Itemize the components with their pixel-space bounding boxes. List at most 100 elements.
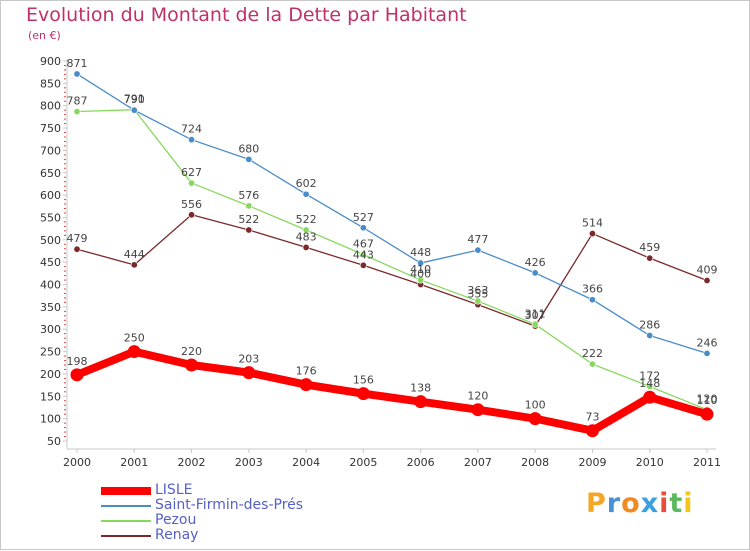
legend: LISLE Saint-Firmin-des-Prés Pezou Renay [101,483,303,543]
y-minor-tick [64,136,66,138]
y-minor-tick [64,386,66,388]
data-point [643,390,657,404]
data-point [130,106,138,114]
y-minor-tick [64,64,66,66]
legend-item-saint-firmin: Saint-Firmin-des-Prés [101,498,303,513]
y-tick-label: 750 [40,122,61,135]
legend-swatch-renay [101,534,151,537]
legend-label-saint-firmin: Saint-Firmin-des-Prés [155,497,304,513]
y-minor-tick [64,91,66,93]
data-point [471,403,485,417]
data-point [245,155,253,163]
y-minor-tick [64,78,66,80]
data-point [299,378,313,392]
data-point [417,259,425,267]
data-point [302,190,310,198]
y-minor-tick [64,163,66,165]
y-minor-tick [64,319,66,321]
chart-unit: (en €) [28,29,61,42]
data-point [646,331,654,339]
data-label: 627 [181,166,202,179]
axes: 50 100 150 200 250 300 350 400 450 500 550 600 650 70… [40,55,721,469]
y-minor-tick [64,252,66,254]
series-lines [73,73,711,435]
x-tick-label: 2001 [120,456,148,469]
data-label: 203 [238,353,259,366]
y-minor-tick [64,333,66,335]
y-minor-tick [64,427,66,429]
data-label: 576 [238,189,259,202]
data-label: 522 [238,213,259,226]
y-minor-tick [64,391,66,393]
legend-item-renay: Renay [101,528,303,543]
series-points [70,70,714,438]
y-minor-tick [64,324,66,326]
y-tick-label: 300 [40,323,61,336]
y-tick-label: 550 [40,211,61,224]
logo-letter: i [683,488,694,519]
data-point [474,297,482,305]
y-minor-tick [64,404,66,406]
logo-letter: x [640,488,660,519]
y-minor-tick [64,181,66,183]
data-point [242,366,256,380]
data-point [359,224,367,232]
y-minor-tick [64,377,66,379]
x-tick-label: 2009 [578,456,606,469]
logo-letter: i [659,488,670,519]
x-tick-label: 2002 [178,456,206,469]
y-minor-tick [64,270,66,272]
y-tick-label: 50 [47,435,61,448]
chart-title: Evolution du Montant de la Dette par Hab… [26,4,467,26]
data-label: 410 [410,263,431,276]
y-tick-label: 850 [40,77,61,90]
y-tick-label: 450 [40,256,61,269]
y-minor-tick [64,203,66,205]
data-label: 514 [582,217,603,230]
data-point [646,382,654,390]
y-minor-tick [64,368,66,370]
data-label: 871 [67,57,88,70]
y-tick-label: 150 [40,390,61,403]
y-minor-tick [64,221,66,223]
y-minor-tick [64,100,66,102]
data-point [414,395,428,409]
data-label: 459 [639,241,660,254]
y-minor-tick [64,132,66,134]
y-minor-tick [64,315,66,317]
data-label: 198 [67,355,88,368]
y-minor-tick [64,248,66,250]
y-minor-tick [64,185,66,187]
data-label: 120 [697,393,718,406]
data-label: 680 [238,142,259,155]
y-tick-label: 800 [40,100,61,113]
y-tick-label: 500 [40,234,61,247]
y-minor-tick [64,355,66,357]
data-label: 246 [697,336,718,349]
y-minor-tick [64,96,66,98]
y-minor-tick [64,409,66,411]
x-tick-label: 2000 [63,456,91,469]
y-minor-tick [64,400,66,402]
data-label: 467 [353,238,374,251]
data-label: 444 [124,248,145,261]
legend-swatch-saint-firmin [101,504,151,507]
data-point [127,345,141,359]
y-minor-tick [64,114,66,116]
series-line-1 [76,73,708,355]
data-point [356,387,370,401]
data-label: 222 [582,347,603,360]
x-tick-label: 2011 [693,456,721,469]
data-point [588,296,596,304]
data-label: 73 [585,411,599,424]
data-label: 448 [410,246,431,259]
legend-label-lisle: LISLE [155,482,193,498]
data-point [359,251,367,259]
logo-letter: r [606,488,622,519]
series-line-2 [76,109,708,411]
y-minor-tick [64,87,66,89]
data-point [245,226,253,234]
x-tick-label: 2007 [464,456,492,469]
data-point [703,277,711,285]
